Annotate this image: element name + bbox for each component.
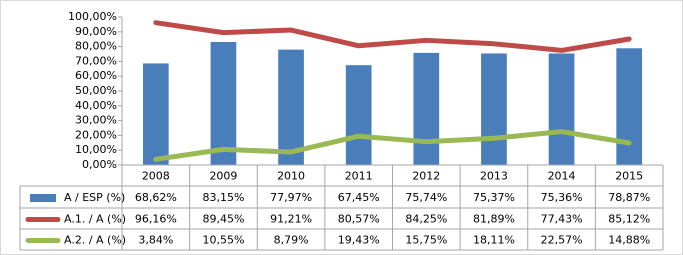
y-tick-label: 80,00% [75,40,117,53]
y-tick-label: 30,00% [75,114,117,127]
table-cell: 84,25% [405,213,447,226]
bar [548,53,575,165]
bar [278,49,304,165]
table-cell: 80,57% [338,213,380,226]
table-cell: 67,45% [338,191,380,204]
x-tick-label: 2013 [480,170,508,183]
x-tick-label: 2011 [345,170,373,183]
bar [210,41,237,165]
y-tick-label: 100,00% [68,10,117,23]
y-tick-label: 90,00% [75,25,117,38]
y-tick-label: 70,00% [75,54,117,67]
x-tick-label: 2010 [277,170,305,183]
line [153,129,632,162]
bar [481,53,507,165]
bar [142,63,169,165]
table-cell: 75,36% [541,191,583,204]
table-cell: 68,62% [135,191,177,204]
table-cell: 10,55% [202,234,244,247]
table-cell: 8,79% [274,234,309,247]
table-cell: 15,75% [405,234,447,247]
table-cell: 22,57% [541,234,583,247]
table-cell: 83,15% [202,191,244,204]
table-cell: 3,84% [138,234,173,247]
y-tick-label: 10,00% [75,143,117,156]
table-cell: 75,37% [473,191,515,204]
legend-label: A / ESP (%) [64,191,125,204]
x-tick-label: 2014 [548,170,576,183]
table-cell: 77,43% [541,213,583,226]
y-tick-label: 50,00% [75,84,117,97]
table-cell: 78,87% [608,191,650,204]
table-cell: 75,74% [405,191,447,204]
x-tick-label: 2012 [412,170,440,183]
table-cell: 89,45% [202,213,244,226]
bar [616,48,643,165]
table-cell: 91,21% [270,213,312,226]
legend-label: A.1. / A (%) [64,213,126,226]
legend-key [30,194,56,202]
y-tick-label: 60,00% [75,69,117,82]
bar [345,65,372,165]
y-tick-label: 0,00% [82,158,117,171]
table-cell: 77,97% [270,191,312,204]
y-tick-label: 20,00% [75,128,117,141]
x-tick-label: 2009 [209,170,237,183]
table-cell: 14,88% [608,234,650,247]
table-cell: 19,43% [338,234,380,247]
table-cell: 81,89% [473,213,515,226]
line [153,20,632,53]
x-tick-label: 2008 [142,170,170,183]
table-cell: 85,12% [608,213,650,226]
table-cell: 96,16% [135,213,177,226]
legend-label: A.2. / A (%) [64,234,126,247]
table-cell: 18,11% [473,234,515,247]
y-tick-label: 40,00% [75,99,117,112]
x-tick-label: 2015 [615,170,643,183]
bar [413,52,440,165]
